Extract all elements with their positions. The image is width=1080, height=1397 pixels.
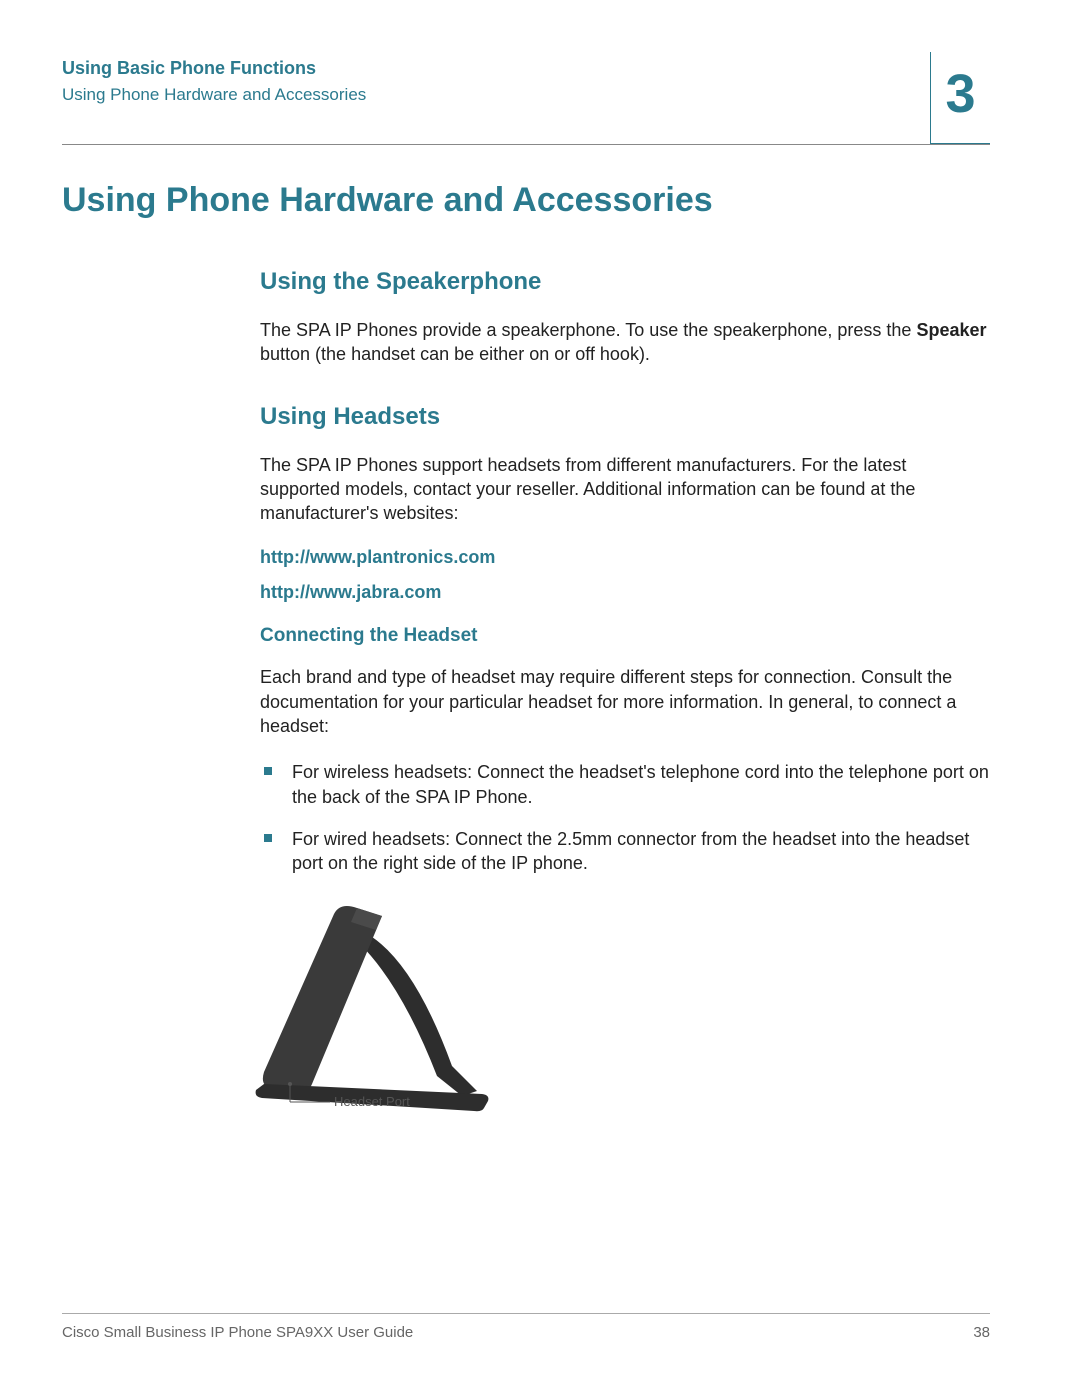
link-plantronics[interactable]: http://www.plantronics.com (260, 547, 990, 568)
text-fragment: The SPA IP Phones provide a speakerphone… (260, 320, 916, 340)
connecting-paragraph: Each brand and type of headset may requi… (260, 665, 990, 738)
text-fragment: button (the handset can be either on or … (260, 344, 650, 364)
section-speakerphone-heading: Using the Speakerphone (260, 268, 990, 296)
chapter-number-box: 3 (930, 52, 990, 144)
footer-page-number: 38 (973, 1324, 990, 1341)
page-header: Using Basic Phone Functions Using Phone … (62, 52, 990, 144)
header-chapter-title: Using Basic Phone Functions (62, 58, 366, 79)
headset-bullet-list: For wireless headsets: Connect the heads… (260, 760, 990, 875)
link-jabra[interactable]: http://www.jabra.com (260, 582, 990, 603)
header-divider (62, 144, 990, 145)
chapter-number: 3 (945, 63, 975, 125)
bold-speaker: Speaker (916, 320, 986, 340)
section-headsets-heading: Using Headsets (260, 403, 990, 431)
main-heading: Using Phone Hardware and Accessories (62, 181, 990, 220)
figure-label: Headset Port (334, 1094, 410, 1109)
footer-guide-title: Cisco Small Business IP Phone SPA9XX Use… (62, 1324, 413, 1341)
footer-divider (62, 1313, 990, 1314)
speakerphone-paragraph: The SPA IP Phones provide a speakerphone… (260, 318, 990, 367)
list-item: For wireless headsets: Connect the heads… (260, 760, 990, 809)
headsets-paragraph: The SPA IP Phones support headsets from … (260, 453, 990, 526)
list-item: For wired headsets: Connect the 2.5mm co… (260, 827, 990, 876)
header-section-title: Using Phone Hardware and Accessories (62, 85, 366, 105)
subsection-connecting-heading: Connecting the Headset (260, 625, 990, 647)
phone-figure: Headset Port (252, 896, 990, 1126)
phone-side-icon: Headset Port (252, 896, 512, 1126)
page-footer: Cisco Small Business IP Phone SPA9XX Use… (62, 1313, 990, 1341)
